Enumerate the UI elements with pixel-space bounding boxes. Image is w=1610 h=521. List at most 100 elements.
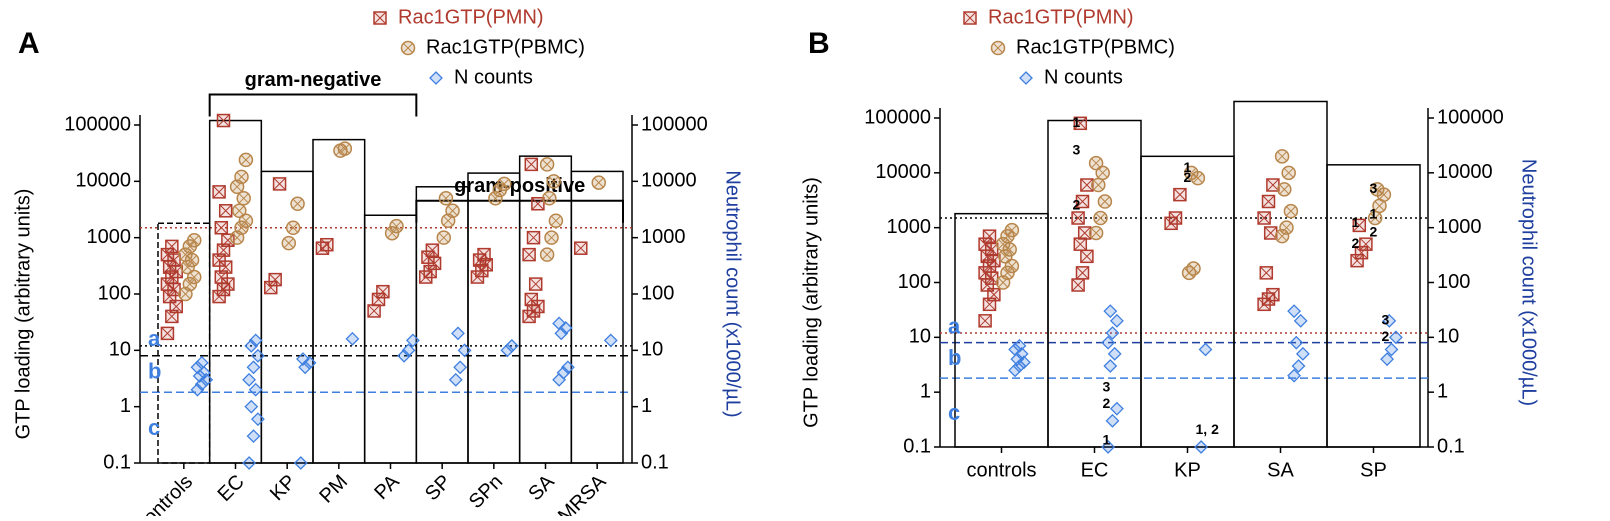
data-point <box>982 229 997 243</box>
legend-marker <box>373 11 387 25</box>
data-point <box>524 157 539 172</box>
data-point <box>160 277 175 291</box>
data-point <box>405 333 420 348</box>
marker-cross <box>527 231 540 245</box>
y2-tick-label: 100 <box>641 282 674 304</box>
data-point <box>1380 352 1395 367</box>
marker-shape <box>554 326 569 341</box>
marker-cross <box>1002 267 1013 278</box>
y-tick-label: 1 <box>120 395 131 417</box>
data-point <box>1000 228 1015 244</box>
marker-cross <box>542 249 552 260</box>
marker-shape <box>293 456 308 470</box>
data-point <box>345 331 360 346</box>
data-point <box>436 230 452 245</box>
data-point <box>182 239 198 254</box>
data-point <box>236 191 251 206</box>
data-point <box>978 266 992 280</box>
point-label: 1 <box>1073 114 1081 130</box>
marker-cross <box>1188 263 1199 274</box>
group-bracket <box>208 93 418 117</box>
data-point <box>1295 346 1310 361</box>
data-point <box>389 218 404 234</box>
marker-cross <box>241 215 251 226</box>
data-point <box>1261 194 1276 209</box>
legend-label: N counts <box>1044 66 1123 88</box>
data-point <box>1352 218 1367 233</box>
legend-label: Rac1GTP(PMN) <box>398 6 544 28</box>
marker-cross <box>1091 158 1101 169</box>
data-point <box>194 355 209 370</box>
marker-cross <box>403 43 413 53</box>
point-label: 2 <box>1370 224 1378 240</box>
marker-cross <box>288 222 299 233</box>
marker-cross <box>320 238 334 252</box>
marker-shape <box>1384 342 1399 357</box>
data-point <box>1168 211 1183 225</box>
marker-shape <box>453 360 468 375</box>
marker-cross <box>184 241 195 252</box>
y2-axis-label: Neutrophil count (x1000/µL) <box>722 170 744 417</box>
marker-shape <box>1295 346 1310 361</box>
marker-shape <box>451 326 465 341</box>
data-point <box>1088 225 1104 241</box>
data-point <box>496 176 512 192</box>
marker-cross <box>1266 288 1280 302</box>
data-point <box>214 220 229 235</box>
data-point <box>1277 182 1292 197</box>
marker-cross <box>1266 178 1280 192</box>
x-tick-label: KP <box>266 471 300 505</box>
marker-shape <box>246 360 261 375</box>
data-point <box>451 326 465 341</box>
data-point <box>453 360 468 375</box>
marker-shape <box>560 360 575 375</box>
data-point <box>401 343 416 358</box>
y-tick-label: 100 <box>98 282 131 304</box>
data-point <box>1274 228 1290 244</box>
point-label: 1 <box>1370 206 1378 222</box>
data-point <box>320 237 334 252</box>
marker-shape <box>1380 352 1395 367</box>
marker-cross <box>292 198 303 209</box>
marker-cross <box>1173 188 1187 202</box>
legend-marker <box>429 71 443 85</box>
data-point <box>528 277 543 291</box>
marker-cross <box>376 285 390 299</box>
data-point <box>281 235 297 251</box>
marker-shape <box>401 343 416 358</box>
category-box <box>570 170 624 464</box>
y-tick-label: 0.1 <box>903 435 931 457</box>
data-point <box>524 292 539 307</box>
marker-cross <box>421 250 435 264</box>
marker-shape <box>190 360 205 375</box>
marker-cross <box>1374 200 1385 211</box>
annotation: c <box>948 400 960 425</box>
marker-cross <box>1277 151 1287 162</box>
data-point <box>1073 116 1088 131</box>
marker-shape <box>242 372 257 387</box>
point-label: 2 <box>1103 395 1111 411</box>
data-point <box>1266 178 1280 192</box>
marker-cross <box>1076 266 1089 280</box>
marker-cross <box>1100 196 1110 207</box>
data-point <box>246 429 261 444</box>
y-tick-label: 1000 <box>87 226 132 248</box>
marker-cross <box>367 304 381 318</box>
data-point <box>560 360 575 375</box>
data-point <box>1259 266 1274 280</box>
data-point <box>1077 226 1092 240</box>
marker-shape <box>250 348 265 363</box>
category-box <box>312 138 366 464</box>
data-point <box>186 269 202 285</box>
data-point <box>165 239 179 254</box>
data-point <box>1088 155 1104 171</box>
data-point <box>218 204 233 218</box>
data-point <box>1008 342 1023 357</box>
data-point <box>1291 359 1306 373</box>
marker-shape <box>1287 368 1302 383</box>
data-point <box>1184 165 1199 181</box>
marker-cross <box>441 193 451 204</box>
marker-shape <box>1105 326 1120 340</box>
data-point <box>234 220 249 235</box>
